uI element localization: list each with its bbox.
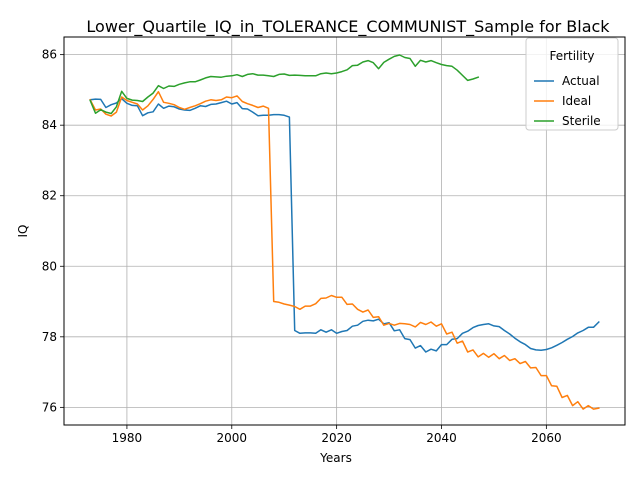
legend-label-ideal: Ideal [562, 94, 591, 108]
x-tick-label: 2040 [426, 431, 457, 445]
series-line-actual [89, 97, 600, 353]
legend-label-actual: Actual [562, 74, 600, 88]
y-tick-label: 76 [42, 400, 57, 414]
series-line-sterile [89, 54, 480, 115]
chart-title: Lower_Quartile_IQ_in_TOLERANCE_COMMUNIST… [86, 17, 610, 37]
y-tick-label: 80 [42, 259, 57, 273]
plot-frame [63, 36, 626, 426]
x-axis-label: Years [319, 451, 352, 465]
x-tick-label: 2060 [531, 431, 562, 445]
y-tick-label: 82 [42, 189, 57, 203]
series-line-ideal [89, 90, 600, 410]
legend-items: Actual Ideal Sterile [534, 74, 601, 128]
y-axis-label: IQ [16, 225, 30, 238]
x-tick-label: 2020 [321, 431, 352, 445]
y-tick-label: 78 [42, 330, 57, 344]
tick-layer: 1980 2000 2020 2040 2060 76 78 80 82 84 86 [42, 48, 562, 445]
legend-label-sterile: Sterile [562, 114, 601, 128]
legend-box [525, 37, 619, 131]
legend: Fertility Actual Ideal Sterile [525, 37, 619, 131]
y-tick-label: 86 [42, 48, 57, 62]
x-tick-label: 1980 [112, 431, 143, 445]
series-layer [89, 54, 600, 410]
legend-title: Fertility [549, 49, 594, 63]
x-tick-label: 2000 [217, 431, 248, 445]
y-tick-label: 84 [42, 118, 57, 132]
